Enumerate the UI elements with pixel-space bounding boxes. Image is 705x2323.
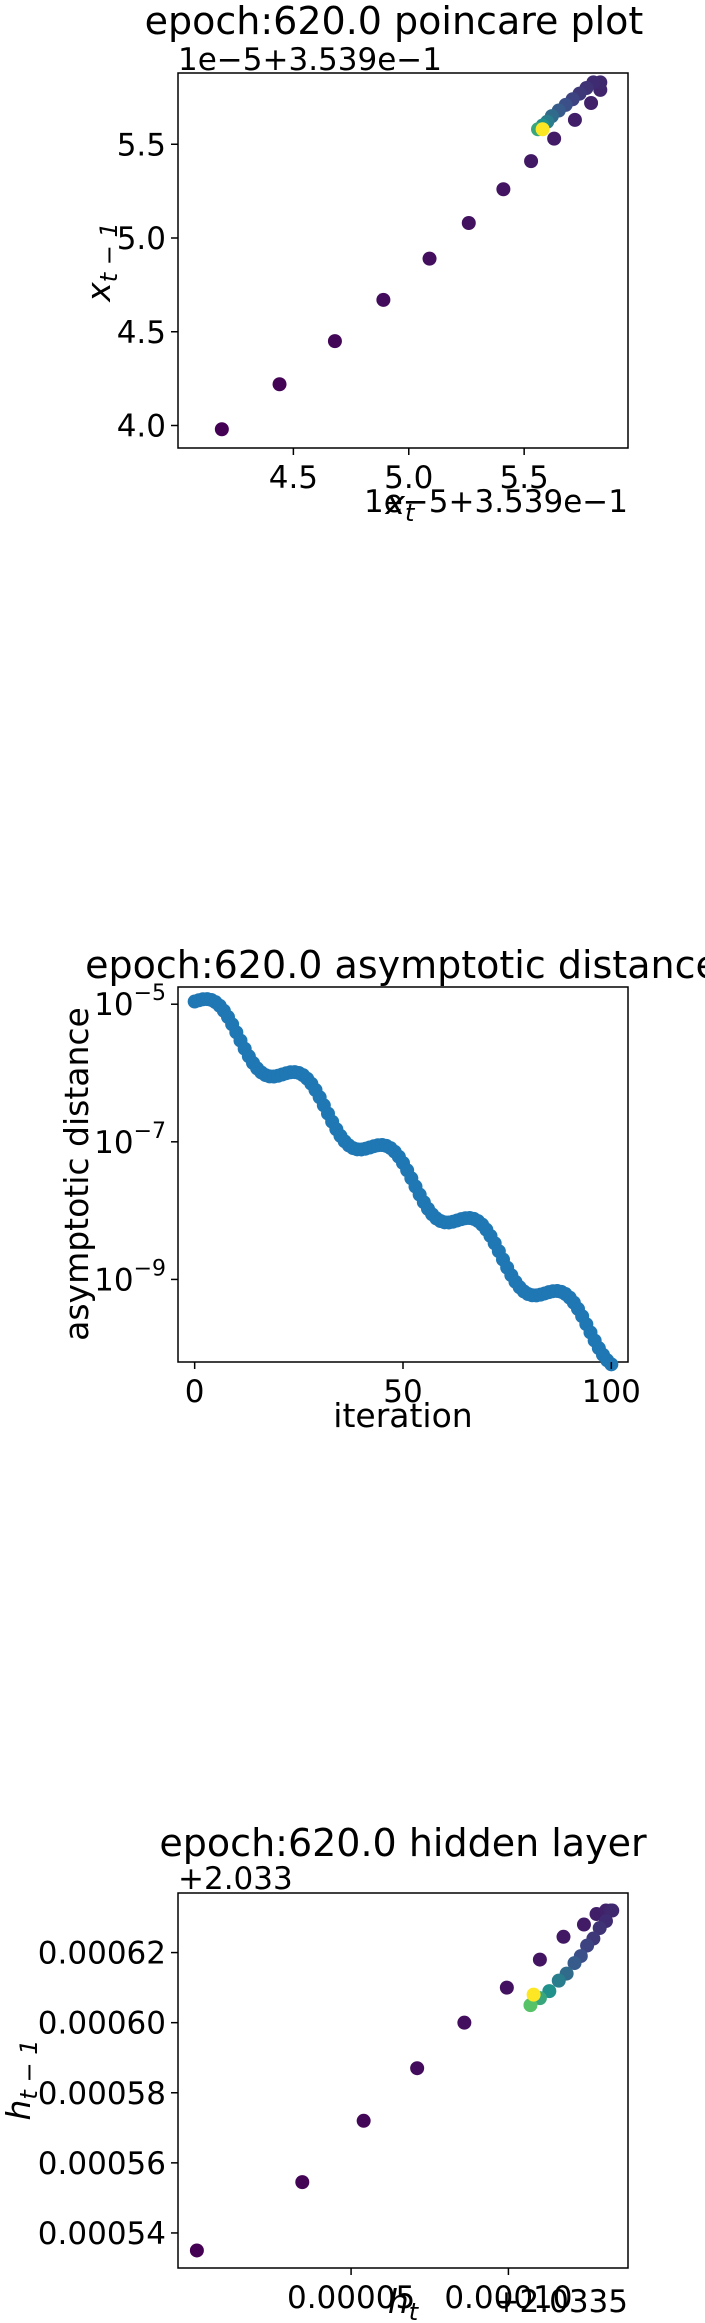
hidden-point-4 — [457, 2015, 472, 2030]
hidden-x-offset-text: +2.0335 — [494, 2284, 628, 2320]
hidden-point-5 — [499, 1980, 514, 1995]
poincare-point-8 — [547, 131, 562, 146]
hidden-x-tick-label: 0.00010 — [444, 2280, 572, 2316]
hidden-layer-panel: epoch:620.0 hidden layer +2.033 0.00005 0… — [0, 1821, 647, 2323]
hidden-point-20 — [551, 1973, 566, 1988]
poincare-point-3 — [376, 292, 391, 307]
hidden-point-1 — [295, 2175, 310, 2190]
hidden-layer-title: epoch:620.0 hidden layer — [159, 1821, 647, 1865]
poincare-point-0 — [214, 422, 229, 437]
hidden-layer-points — [189, 1903, 620, 2258]
asymptotic-x-ticks: 0 50 100 — [185, 1362, 641, 1410]
asymptotic-distance-title: epoch:620.0 asymptotic distance — [85, 943, 705, 987]
poincare-y-offset-text: 1e−5+3.539e−1 — [178, 42, 442, 78]
hidden-y-tick-label: 0.00060 — [38, 2006, 166, 2042]
hidden-y-tick-label: 0.00058 — [38, 2076, 166, 2112]
poincare-y-tick-label: 4.0 — [117, 409, 166, 445]
asymptotic-y-ticks: 10−5 10−7 10−9 — [94, 981, 178, 1298]
asymptotic-x-tick-label: 100 — [582, 1374, 641, 1410]
asymptotic-distance-panel: epoch:620.0 asymptotic distance 0 50 100 1… — [57, 943, 705, 1435]
asymptotic-x-tick-label: 0 — [185, 1374, 205, 1410]
hidden-point-16 — [580, 1938, 595, 1953]
poincare-point-2 — [327, 334, 342, 349]
poincare-x-offset-text: 1e−5+3.539e−1 — [364, 484, 628, 520]
poincare-y-tick-label: 5.5 — [117, 127, 166, 163]
poincare-point-9 — [567, 112, 582, 127]
asymptotic-y-tick-label: 10−5 — [94, 981, 166, 1023]
hidden-point-12 — [605, 1903, 620, 1918]
poincare-x-tick-label: 5.0 — [384, 460, 433, 496]
poincare-point-6 — [496, 182, 511, 197]
poincare-points — [214, 75, 608, 437]
poincare-point-23 — [535, 122, 550, 137]
hidden-point-14 — [592, 1921, 607, 1936]
poincare-point-7 — [524, 154, 539, 169]
hidden-point-7 — [556, 1929, 571, 1944]
hidden-x-ticks: 0.00005 0.00010 — [287, 2268, 573, 2316]
poincare-y-axis-label: xt − 1 — [79, 222, 123, 303]
hidden-y-tick-label: 0.00054 — [38, 2216, 166, 2252]
poincare-point-10 — [584, 96, 599, 110]
hidden-x-tick-label: 0.00005 — [287, 2280, 415, 2316]
poincare-plot-panel: epoch:620.0 poincare plot 1e−5+3.539e−1 … — [79, 0, 643, 527]
hidden-y-offset-text: +2.033 — [178, 1861, 293, 1897]
asymptotic-x-axis-label: iteration — [333, 1396, 472, 1435]
poincare-point-5 — [461, 216, 476, 230]
hidden-point-3 — [410, 2061, 425, 2076]
hidden-point-6 — [532, 1952, 547, 1967]
hidden-y-ticks: 0.00054 0.00056 0.00058 0.00060 0.00062 — [38, 1936, 178, 2252]
hidden-point-23 — [523, 1998, 538, 2013]
hidden-y-tick-label: 0.00062 — [38, 1936, 166, 1972]
poincare-x-tick-label: 5.5 — [499, 460, 548, 496]
hidden-y-tick-label: 0.00056 — [38, 2146, 166, 2182]
asymptotic-y-tick-label: 10−7 — [94, 1119, 166, 1161]
poincare-y-tick-label: 4.5 — [117, 315, 166, 351]
poincare-plot-area — [177, 72, 629, 449]
poincare-point-1 — [272, 377, 287, 392]
hidden-point-8 — [576, 1917, 591, 1932]
hidden-point-18 — [567, 1956, 582, 1971]
poincare-plot-title: epoch:620.0 poincare plot — [145, 0, 644, 43]
poincare-x-ticks: 4.5 5.0 5.5 — [269, 448, 549, 496]
hidden-y-axis-label: ht − 1 — [0, 2040, 43, 2121]
hidden-plot-area — [177, 1892, 629, 2269]
asymptotic-y-axis-label: asymptotic distance — [57, 1007, 96, 1341]
poincare-y-ticks: 4.0 4.5 5.0 5.5 — [117, 127, 178, 445]
asymptotic-x-tick-label: 50 — [383, 1374, 422, 1410]
hidden-point-2 — [356, 2113, 371, 2128]
poincare-y-tick-label: 5.0 — [117, 221, 166, 257]
hidden-point-0 — [189, 2243, 204, 2258]
poincare-x-tick-label: 4.5 — [269, 460, 318, 496]
asymptotic-distance-points — [187, 992, 619, 1372]
hidden-point-24 — [526, 1987, 541, 2002]
poincare-point-4 — [422, 251, 437, 266]
asymptotic-y-tick-label: 10−9 — [94, 1256, 166, 1298]
